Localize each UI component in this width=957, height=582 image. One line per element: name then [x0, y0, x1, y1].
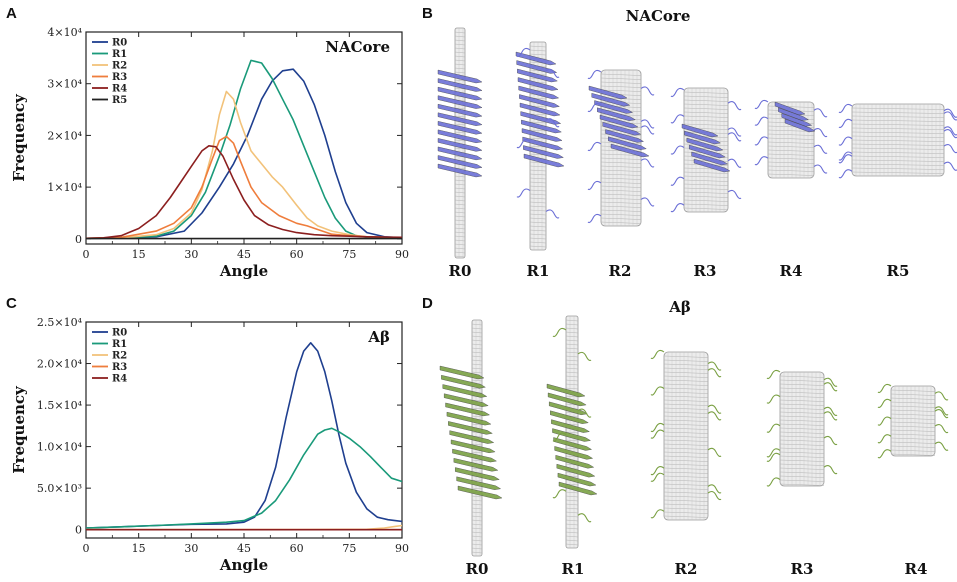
panel-label-a: A — [6, 5, 17, 22]
structure-d-r1-sheets — [546, 383, 598, 496]
legend-label-c-r4: R4 — [112, 374, 127, 385]
structure-label-b-r4: R4 — [780, 262, 803, 280]
x-tick-label-c-4: 60 — [290, 542, 304, 555]
structure-d-r3-nanotube — [779, 371, 825, 487]
x-tick-label-a-6: 90 — [395, 248, 409, 261]
structure-d-r1-nanotube — [565, 315, 579, 549]
x-tick-label-c-5: 75 — [342, 542, 356, 555]
structure-d-r3-strands — [766, 369, 838, 487]
y-axis-label-c: Frequency — [10, 385, 28, 474]
y-tick-label-a-0: 0 — [75, 233, 82, 246]
series-line-a-r2 — [85, 90, 403, 240]
structure-b-r5-strands — [838, 103, 957, 179]
y-tick-label-c-5: 2.5×10⁴ — [37, 316, 83, 329]
structure-label-b-r2: R2 — [609, 262, 632, 280]
y-tick-label-a-2: 2×10⁴ — [47, 129, 82, 142]
structure-b-r2-strands — [587, 69, 655, 224]
panel-label-d: D — [422, 295, 433, 312]
series-line-a-r4 — [85, 145, 403, 240]
structure-b-r4-strands — [754, 99, 828, 174]
structure-label-d-r2: R2 — [675, 560, 698, 578]
x-axis-label-c: Angle — [219, 556, 268, 574]
structure-d-r2-strands — [650, 349, 722, 519]
structure-label-b-r0: R0 — [449, 262, 472, 280]
structure-label-b-r1: R1 — [527, 262, 550, 280]
structure-b-r3-sheets — [681, 123, 731, 173]
legend-label-a-r4: R4 — [112, 84, 127, 95]
y-tick-label-c-2: 1.0×10⁴ — [37, 441, 83, 454]
x-tick-label-c-6: 90 — [395, 542, 409, 555]
legend-label-a-r2: R2 — [112, 61, 127, 72]
x-axis-label-a: Angle — [219, 262, 268, 280]
x-tick-label-a-0: 0 — [83, 248, 90, 261]
x-tick-label-a-4: 60 — [290, 248, 304, 261]
chart-title-a: NACore — [325, 38, 390, 56]
legend-label-a-r0: R0 — [112, 38, 127, 49]
x-tick-label-c-1: 15 — [132, 542, 146, 555]
y-axis-label-a: Frequency — [10, 93, 28, 182]
structure-d-r2-nanotube — [663, 351, 709, 521]
structure-b-r4-sheets — [774, 101, 816, 133]
y-tick-label-c-3: 1.5×10⁴ — [37, 399, 83, 412]
structure-label-b-r5: R5 — [887, 262, 910, 280]
y-tick-label-a-3: 3×10⁴ — [47, 78, 82, 91]
chart-c-abeta-angle-distribution: 0 15 30 45 60 75 90 0 5.0×10³ 1.0×10⁴ 1.5×10⁴ 2.0×1… — [10, 316, 409, 574]
panel-b-title: NACore — [626, 7, 691, 25]
x-tick-label-c-0: 0 — [83, 542, 90, 555]
y-tick-label-c-1: 5.0×10³ — [37, 482, 82, 495]
structure-d-r0-sheets — [439, 365, 503, 500]
structure-d-r4-nanotube — [890, 385, 936, 457]
legend-label-c-r3: R3 — [112, 362, 127, 373]
structure-label-d-r1: R1 — [562, 560, 585, 578]
y-tick-label-a-1: 1×10⁴ — [47, 181, 82, 194]
plot-frame-c — [85, 321, 403, 539]
structure-d-r1-strands — [552, 327, 592, 523]
legend-label-c-r2: R2 — [112, 351, 127, 362]
series-line-a-r1 — [85, 59, 403, 240]
panel-d-abeta-structures: Aβ R0 R1 R2 R3 R4 — [439, 298, 949, 578]
legend-label-c-r1: R1 — [112, 339, 127, 350]
x-tick-label-a-2: 30 — [184, 248, 198, 261]
structure-b-r2-sheets — [588, 85, 650, 158]
structure-label-d-r3: R3 — [791, 560, 814, 578]
x-tick-label-a-5: 75 — [342, 248, 356, 261]
legend-label-a-r5: R5 — [112, 95, 127, 106]
panel-b-nacore-structures: NACore R0 R1 R2 R3 R4 R5 — [437, 7, 957, 280]
structure-b-r0-sheets — [437, 69, 483, 178]
structure-b-r1-sheets — [515, 51, 565, 168]
series-line-c-r0 — [85, 341, 403, 529]
series-line-a-r3 — [85, 135, 403, 240]
structure-b-r5-nanotube — [851, 103, 945, 177]
plot-frame-a — [85, 31, 403, 245]
x-tick-label-a-3: 45 — [237, 248, 251, 261]
x-tick-label-c-3: 45 — [237, 542, 251, 555]
legend-label-a-r1: R1 — [112, 49, 127, 60]
y-tick-label-a-4: 4×10⁴ — [47, 26, 82, 39]
legend-label-c-r0: R0 — [112, 328, 127, 339]
y-tick-label-c-4: 2.0×10⁴ — [37, 358, 83, 371]
x-tick-label-a-1: 15 — [132, 248, 146, 261]
panel-d-title: Aβ — [668, 298, 691, 316]
legend-label-a-r3: R3 — [112, 72, 127, 83]
structure-label-b-r3: R3 — [694, 262, 717, 280]
structure-label-d-r4: R4 — [905, 560, 928, 578]
y-tick-label-c-0: 0 — [75, 524, 82, 537]
x-tick-label-c-2: 30 — [184, 542, 198, 555]
panel-label-c: C — [6, 295, 17, 312]
series-line-a-r0 — [85, 68, 403, 240]
chart-title-c: Aβ — [367, 328, 390, 346]
series-line-c-r1 — [85, 427, 403, 529]
chart-a-nacore-angle-distribution: 0 15 30 45 60 75 90 0 1×10⁴ 2×10⁴ 3×10⁴ 4×10⁴ Angle F… — [10, 26, 409, 280]
structure-d-r4-strands — [877, 383, 949, 459]
structure-label-d-r0: R0 — [466, 560, 489, 578]
structure-b-r1-strands — [516, 47, 560, 219]
panel-label-b: B — [422, 5, 433, 22]
structure-b-r3-strands — [670, 87, 742, 213]
